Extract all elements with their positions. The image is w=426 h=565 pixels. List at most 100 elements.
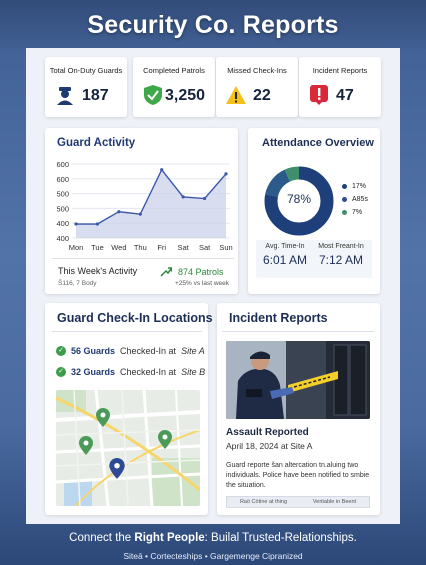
patrols-change: +25% vs last week: [175, 280, 230, 287]
trend-up-icon: [160, 267, 172, 277]
legend-dot: [342, 184, 347, 189]
attendance-donut-chart: [264, 166, 334, 236]
map-graphic: [56, 390, 200, 506]
incident-headline: Assault Reported: [226, 427, 309, 438]
legend-dot: [342, 210, 347, 215]
checkin-count: 32 Guards: [71, 367, 116, 377]
checkin-row-site-b[interactable]: ✓ 32 Guards Checked-In at Site B: [56, 367, 205, 377]
incident-image: [226, 341, 370, 419]
divider: [222, 331, 374, 332]
tagline-pre: Connect the: [69, 532, 132, 544]
stat-card-incidents[interactable]: Incident Reports 47: [299, 57, 381, 117]
stat-value: 3,250: [165, 87, 206, 104]
data-point[interactable]: [74, 222, 78, 226]
time-summary: [256, 240, 372, 278]
checkin-text: Checked-In at: [120, 367, 177, 377]
incident-footer[interactable]: Raö Cötine at thing Veritable in Beent: [226, 496, 370, 508]
checkin-map[interactable]: [56, 390, 200, 506]
checkin-site: Site A: [181, 346, 205, 356]
data-point[interactable]: [202, 196, 207, 201]
data-point[interactable]: [117, 210, 121, 214]
incident-date: April 18, 2024 at Site A: [226, 441, 313, 451]
stat-card-patrols[interactable]: Completed Patrols 3,250: [133, 57, 215, 117]
x-tick-label: Tue: [91, 243, 104, 252]
x-tick-label: Wed: [111, 243, 126, 252]
donut-slice[interactable]: [264, 166, 334, 236]
y-tick-label: 600: [56, 175, 69, 184]
y-tick-label: 600: [56, 160, 69, 169]
week-activity-sub: Š116, 7 Body: [58, 280, 97, 287]
tagline-bold: Right People: [134, 532, 205, 544]
stat-card-missed[interactable]: Missed Check-Ins 22: [216, 57, 298, 117]
avg-time-in: Avg. Time-In 6:01 AM: [256, 243, 314, 276]
x-tick-label: Fri: [157, 243, 166, 252]
data-point[interactable]: [160, 168, 164, 172]
page-title: Security Co. Reports: [87, 10, 339, 39]
divider: [52, 331, 202, 332]
legend-item: 7%: [342, 209, 362, 216]
warning-icon: [226, 86, 246, 104]
y-tick-label: 500: [56, 190, 69, 199]
x-tick-label: Sun: [219, 243, 232, 252]
checkin-title: Guard Check-In Locations: [57, 311, 213, 325]
check-icon: ✓: [56, 367, 66, 377]
incident-footer-right: Veritable in Beent: [312, 499, 357, 505]
legend-item: A85s: [342, 196, 368, 203]
checkin-count: 56 Guards: [71, 346, 116, 356]
most-frequent-value: 7:12 AM: [318, 253, 364, 267]
most-frequent-time: Most Freant-In 7:12 AM: [312, 243, 370, 276]
data-point[interactable]: [181, 195, 185, 199]
stat-card-guards[interactable]: Total On-Duty Guards 187: [45, 57, 127, 117]
legend-label: A85s: [352, 196, 368, 203]
stat-value: 22: [253, 87, 271, 104]
x-tick-label: Thu: [134, 243, 147, 252]
legend-item: 17%: [342, 183, 366, 190]
shield-check-icon: [144, 85, 162, 105]
area-fill: [76, 169, 226, 238]
footer-links: Siteā • Cortecteships • Gargemenge Cipra…: [123, 551, 303, 561]
most-frequent-label: Most Freant-In: [318, 243, 364, 250]
check-icon: ✓: [56, 346, 66, 356]
legend-label: 17%: [352, 183, 367, 190]
stat-label: Total On-Duty Guards: [49, 66, 123, 75]
data-point[interactable]: [138, 212, 142, 216]
checkin-text: Checked-In at: [120, 346, 177, 356]
stat-label: Incident Reports: [312, 66, 368, 75]
incident-footer-left: Raö Cötine at thing: [239, 499, 288, 505]
x-tick-label: Sat: [199, 243, 211, 252]
x-tick-label: Mon: [69, 243, 84, 252]
y-tick-label: 400: [56, 234, 69, 243]
y-tick-label: 500: [56, 204, 69, 213]
data-point[interactable]: [95, 222, 100, 226]
incident-photo[interactable]: [226, 341, 370, 419]
map-pin-icon[interactable]: [78, 436, 94, 456]
legend-dot: [342, 197, 347, 202]
avg-time-in-value: 6:01 AM: [262, 253, 308, 267]
stat-value: 187: [82, 87, 109, 104]
stat-label: Missed Check-Ins: [227, 66, 287, 75]
incident-title: Incident Reports: [229, 311, 328, 325]
header-banner: Security Co. Reports: [0, 0, 426, 50]
footer-tagline: Connect the Right People: Builal Trusted…: [0, 532, 426, 544]
series-line: [76, 168, 227, 225]
map-pin-icon[interactable]: [157, 430, 173, 450]
map-pin-icon[interactable]: [95, 408, 111, 428]
y-tick-label: 400: [56, 219, 69, 228]
week-activity-label: This Week's Activity: [58, 266, 138, 276]
data-point[interactable]: [224, 172, 228, 176]
stat-label: Completed Patrols: [143, 66, 205, 75]
alert-icon: [310, 85, 328, 105]
avg-time-in-label: Avg. Time-In: [265, 243, 305, 250]
legend-label: 7%: [352, 209, 363, 216]
checkin-row-site-a[interactable]: ✓ 56 Guards Checked-In at Site A: [56, 346, 205, 356]
map-pin-icon[interactable]: [108, 458, 126, 480]
divider: [52, 258, 234, 259]
checkin-site: Site B: [181, 367, 206, 377]
attendance-title: Attendance Overview: [262, 137, 374, 149]
guard-activity-title: Guard Activity: [57, 137, 136, 149]
donut-center-value: 78%: [286, 192, 312, 206]
guard-icon: [57, 87, 73, 105]
incident-description: Guard reporte šan altercation tn.aluing …: [226, 462, 370, 489]
x-tick-label: Sat: [178, 243, 190, 252]
